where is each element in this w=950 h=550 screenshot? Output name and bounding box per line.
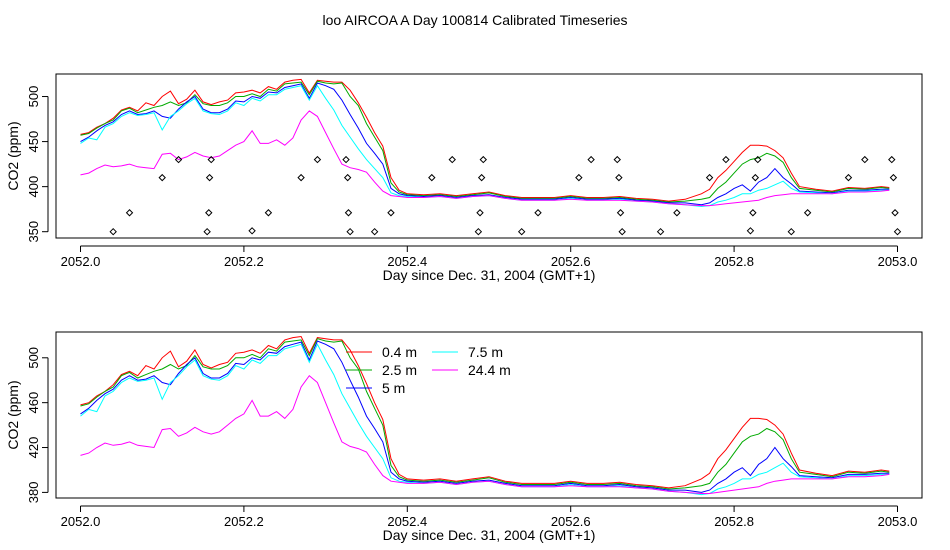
data-point-diamond (248, 227, 256, 235)
data-point-diamond (448, 155, 456, 164)
data-point-diamond (787, 227, 795, 236)
x-tick-label: 2052.2 (224, 514, 264, 529)
data-point-diamond (205, 173, 214, 182)
x-tick-label: 2052.8 (714, 514, 754, 529)
data-point-diamond (264, 209, 273, 217)
co2-timeseries-panel: 2052.0 2052.2 2052.4 2052.6 2052.8 2053.0 Day … (5, 331, 923, 543)
data-point-diamond (109, 227, 117, 236)
data-point-diamond (476, 209, 484, 217)
data-point-diamond (656, 227, 665, 236)
data-point-diamond (613, 155, 621, 164)
data-point-diamond (342, 155, 350, 164)
data-point-diamond (207, 155, 215, 164)
legend-label: 7.5 m (468, 344, 503, 360)
series-line-5-mm (80, 82, 890, 206)
data-point-diamond (205, 209, 213, 217)
x-tick-label: 2053.0 (878, 254, 918, 269)
x-axis-label: Day since Dec. 31, 2004 (GMT+1) (383, 527, 596, 543)
co2-points-panel: 2052.0 2052.2 2052.4 2052.6 2052.8 2053.0 Day … (5, 73, 923, 283)
data-point-diamond (343, 173, 352, 182)
data-point-diamond (803, 209, 812, 217)
data-point-diamond (616, 209, 625, 217)
data-point-diamond (297, 173, 305, 182)
data-point-diamond (751, 173, 760, 182)
data-point-diamond (888, 155, 896, 164)
data-point-diamond (618, 227, 626, 236)
y-tick-label: 420 (26, 437, 41, 459)
legend-label: 0.4 m (382, 344, 417, 360)
data-point-diamond (174, 155, 183, 164)
series-line-7-5-mm (80, 84, 890, 208)
data-point-diamond (893, 227, 902, 236)
series-line-0-4-mm (80, 335, 890, 489)
data-point-diamond (534, 209, 542, 217)
x-tick-label: 2052.4 (387, 254, 427, 269)
data-point-diamond (479, 155, 487, 164)
x-tick-label: 2052.0 (61, 514, 101, 529)
data-point-diamond (370, 227, 379, 236)
plot-frame (55, 331, 923, 499)
data-point-diamond (346, 227, 354, 236)
data-point-diamond (517, 227, 526, 236)
data-point-diamond (844, 173, 853, 182)
legend-label: 2.5 m (382, 362, 417, 378)
legend-label: 5 m (382, 380, 405, 396)
x-tick-label: 2053.0 (878, 514, 918, 529)
y-tick-label: 380 (26, 482, 41, 504)
series-line-24-4-mm (80, 374, 890, 494)
y-tick-label: 450 (26, 131, 41, 153)
y-axis-label: CO2 (ppm) (5, 121, 21, 190)
y-tick-label: 350 (26, 221, 41, 243)
series-line-5-mm (80, 340, 890, 493)
data-point-diamond (125, 209, 134, 217)
data-point-diamond (575, 173, 583, 182)
x-tick-label: 2052.2 (224, 254, 264, 269)
data-point-diamond (722, 155, 730, 164)
series-line-2-5-mm (80, 338, 890, 490)
data-point-diamond (861, 155, 869, 164)
y-tick-label: 500 (26, 347, 41, 369)
data-point-diamond (387, 209, 395, 217)
data-point-diamond (615, 173, 623, 182)
data-point-diamond (754, 155, 762, 164)
x-tick-label: 2052.6 (551, 254, 591, 269)
x-axis-label: Day since Dec. 31, 2004 (GMT+1) (383, 267, 596, 283)
data-point-diamond (673, 209, 681, 217)
x-tick-label: 2052.4 (387, 514, 427, 529)
data-point-diamond (344, 209, 353, 217)
data-point-diamond (891, 209, 899, 217)
data-point-diamond (203, 227, 211, 236)
series-line-24-4-mm (80, 110, 890, 207)
y-tick-label: 460 (26, 392, 41, 414)
y-tick-label: 500 (26, 86, 41, 108)
x-tick-label: 2052.8 (714, 254, 754, 269)
y-axis-label: CO2 (ppm) (5, 380, 21, 449)
data-point-diamond (746, 227, 755, 235)
legend-label: 24.4 m (468, 362, 511, 378)
x-tick-label: 2052.6 (551, 514, 591, 529)
y-tick-label: 400 (26, 176, 41, 198)
data-point-diamond (889, 173, 898, 182)
plot-frame (55, 73, 923, 239)
data-point-diamond (749, 209, 757, 217)
data-point-diamond (477, 173, 486, 182)
chart-title: loo AIRCOA A Day 100814 Calibrated Times… (322, 12, 628, 28)
series-line-7-5-mm (80, 343, 890, 496)
data-point-diamond (474, 227, 483, 236)
data-point-diamond (705, 173, 714, 182)
data-point-diamond (313, 155, 322, 164)
data-point-diamond (587, 155, 595, 164)
data-point-diamond (428, 173, 436, 182)
series-line-0-4-mm (80, 78, 890, 202)
x-tick-label: 2052.0 (61, 254, 101, 269)
data-point-diamond (158, 173, 166, 182)
